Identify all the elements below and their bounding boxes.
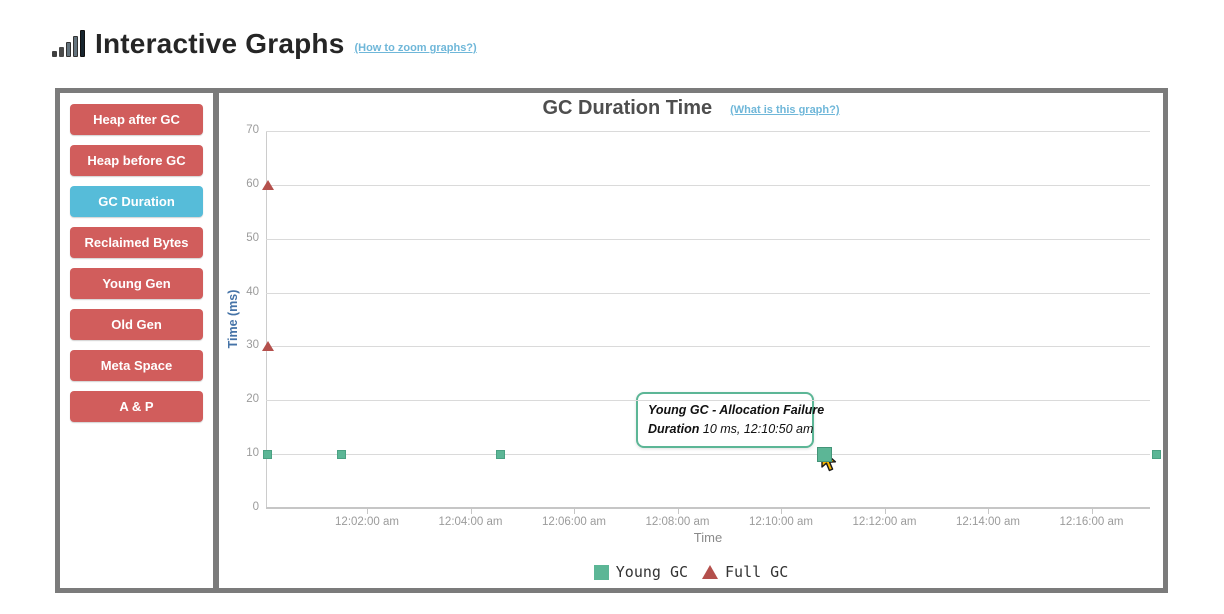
legend-item-full-gc[interactable]: Full GC — [702, 563, 788, 581]
gridline — [266, 292, 1150, 294]
sidebar-button-old-gen[interactable]: Old Gen — [70, 309, 203, 340]
graphs-panel: Heap after GC Heap before GC GC Duration Re… — [55, 88, 1168, 593]
x-axis-label: 12:08:00 am — [645, 516, 710, 528]
x-axis-tick — [884, 509, 886, 514]
x-axis-tick — [677, 509, 679, 514]
tooltip-title: Young GC - Allocation Failure — [648, 403, 825, 417]
sidebar-button-heap-before-gc[interactable]: Heap before GC — [70, 145, 203, 176]
sidebar-button-a-p[interactable]: A & P — [70, 391, 203, 422]
x-axis-label: 12:12:00 am — [852, 516, 917, 528]
sidebar-button-reclaimed-bytes[interactable]: Reclaimed Bytes — [70, 227, 203, 258]
gridline — [266, 400, 1150, 402]
y-axis-label: 60 — [246, 177, 259, 190]
y-axis-label: 50 — [246, 231, 259, 244]
x-axis-tick — [781, 509, 782, 514]
full-gc-point[interactable] — [261, 179, 274, 190]
how-to-zoom-link[interactable]: (How to zoom graphs?) — [354, 42, 477, 54]
tooltip: Young GC - Allocation Failure Duration 1… — [636, 392, 825, 448]
legend-triangle-icon — [702, 565, 719, 579]
what-is-graph-link[interactable]: (What is this graph?) — [730, 104, 840, 116]
sidebar-divider — [213, 93, 219, 588]
x-axis-label: 12:04:00 am — [438, 516, 503, 528]
gridline — [266, 454, 1150, 456]
tooltip-value: 10 ms, 12:10:50 am — [702, 422, 814, 436]
x-axis-label: 12:10:00 am — [749, 516, 813, 528]
x-axis-tick — [988, 509, 989, 514]
chart-header: GC Duration Time (What is this graph?) — [219, 97, 1163, 120]
young-gc-point[interactable] — [1151, 449, 1161, 459]
gridline — [266, 238, 1150, 240]
sidebar-button-meta-space[interactable]: Meta Space — [70, 350, 203, 381]
tooltip-detail: Duration 10 ms, 12:10:50 am — [648, 420, 813, 439]
page-title: Interactive Graphs — [95, 28, 345, 59]
young-gc-point-hovered[interactable] — [816, 446, 832, 462]
young-gc-point[interactable] — [263, 449, 273, 459]
tooltip-label: Duration — [648, 422, 700, 436]
gridline — [266, 346, 1150, 348]
sidebar: Heap after GC Heap before GC GC Duration Re… — [60, 93, 213, 588]
legend-label: Young GC — [615, 563, 689, 581]
gridline — [266, 184, 1150, 186]
x-axis-tick — [367, 509, 368, 514]
legend-item-young-gc[interactable]: Young GC — [593, 563, 689, 581]
y-axis-line — [266, 131, 267, 508]
sidebar-button-gc-duration[interactable]: GC Duration — [70, 186, 203, 217]
gridline — [266, 131, 1150, 132]
x-axis-label: 12:06:00 am — [542, 516, 606, 528]
x-axis-tick — [1091, 509, 1093, 514]
full-gc-point[interactable] — [261, 341, 274, 352]
y-axis-label: 30 — [246, 339, 259, 352]
y-axis-label: 0 — [252, 501, 259, 513]
young-gc-point[interactable] — [496, 449, 506, 459]
x-axis-title: Time — [693, 530, 723, 545]
sidebar-button-heap-after-gc[interactable]: Heap after GC — [70, 104, 203, 135]
legend-square-icon — [593, 564, 609, 580]
y-axis-label: 70 — [246, 124, 259, 136]
y-axis-label: 40 — [246, 285, 259, 298]
y-axis-label: 10 — [246, 447, 259, 460]
bar-chart-logo-icon — [52, 30, 85, 60]
legend-label: Full GC — [725, 563, 789, 581]
x-axis-label: 12:16:00 am — [1059, 516, 1124, 528]
young-gc-point[interactable] — [336, 449, 346, 459]
chart-title: GC Duration Time — [542, 97, 713, 119]
y-axis-label: 20 — [246, 393, 259, 406]
x-axis-tick — [470, 509, 472, 514]
x-axis-label: 12:14:00 am — [956, 516, 1020, 528]
legend: Young GC Full GC — [219, 563, 1163, 581]
x-axis-tick — [574, 509, 575, 514]
x-axis-line — [266, 507, 1150, 509]
page-header: Interactive Graphs (How to zoom graphs?) — [52, 30, 477, 60]
chart-area: GC Duration Time (What is this graph?) T… — [219, 93, 1163, 588]
sidebar-button-young-gen[interactable]: Young Gen — [70, 268, 203, 299]
x-axis-label: 12:02:00 am — [335, 516, 399, 528]
plot-area[interactable]: Time (ms) Time Young GC - Allocation Fai… — [219, 93, 1163, 588]
